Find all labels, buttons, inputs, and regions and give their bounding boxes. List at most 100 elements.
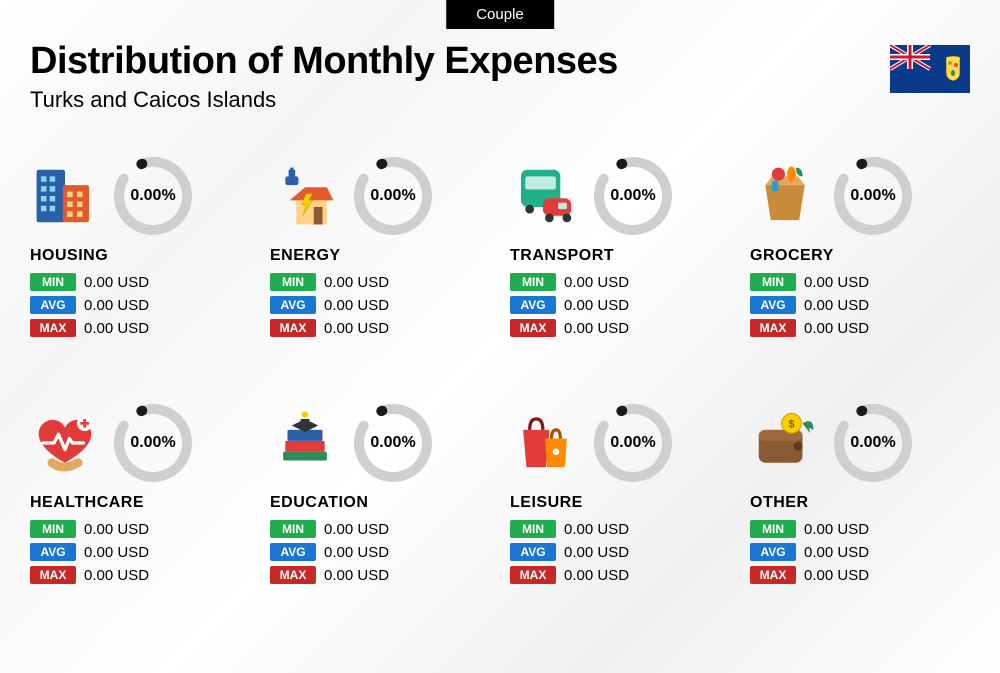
avg-value: 0.00 USD <box>564 297 629 314</box>
category-name: EDUCATION <box>270 494 490 512</box>
avg-value: 0.00 USD <box>84 297 149 314</box>
avg-tag: AVG <box>510 296 556 314</box>
min-tag: MIN <box>750 273 796 291</box>
min-value: 0.00 USD <box>564 274 629 291</box>
donut-percent: 0.00% <box>850 434 895 452</box>
housing-icon <box>30 161 100 231</box>
stat-min: MIN 0.00 USD <box>270 520 490 538</box>
max-value: 0.00 USD <box>564 567 629 584</box>
transport-icon <box>510 161 580 231</box>
donut-chart: 0.00% <box>832 155 914 237</box>
avg-value: 0.00 USD <box>324 544 389 561</box>
min-tag: MIN <box>510 273 556 291</box>
min-value: 0.00 USD <box>324 521 389 538</box>
stat-avg: AVG 0.00 USD <box>510 543 730 561</box>
min-tag: MIN <box>30 520 76 538</box>
energy-icon <box>270 161 340 231</box>
category-name: GROCERY <box>750 247 970 265</box>
stat-min: MIN 0.00 USD <box>30 273 250 291</box>
donut-percent: 0.00% <box>610 187 655 205</box>
avg-tag: AVG <box>30 296 76 314</box>
stat-max: MAX 0.00 USD <box>270 319 490 337</box>
other-icon: $ <box>750 408 820 478</box>
grocery-icon <box>750 161 820 231</box>
donut-chart: 0.00% <box>112 155 194 237</box>
stat-avg: AVG 0.00 USD <box>750 543 970 561</box>
max-tag: MAX <box>270 319 316 337</box>
donut-chart: 0.00% <box>112 402 194 484</box>
category-name: TRANSPORT <box>510 247 730 265</box>
stat-max: MAX 0.00 USD <box>270 566 490 584</box>
stat-avg: AVG 0.00 USD <box>30 296 250 314</box>
category-name: OTHER <box>750 494 970 512</box>
donut-percent: 0.00% <box>610 434 655 452</box>
donut-percent: 0.00% <box>370 434 415 452</box>
stat-min: MIN 0.00 USD <box>30 520 250 538</box>
donut-chart: 0.00% <box>592 155 674 237</box>
expense-card-healthcare: 0.00% HEALTHCARE MIN 0.00 USD AVG 0.00 U… <box>30 402 250 589</box>
stat-min: MIN 0.00 USD <box>270 273 490 291</box>
min-tag: MIN <box>750 520 796 538</box>
max-tag: MAX <box>510 319 556 337</box>
max-tag: MAX <box>270 566 316 584</box>
max-value: 0.00 USD <box>804 567 869 584</box>
healthcare-icon <box>30 408 100 478</box>
category-name: HOUSING <box>30 247 250 265</box>
min-value: 0.00 USD <box>84 521 149 538</box>
donut-percent: 0.00% <box>370 187 415 205</box>
expense-card-energy: 0.00% ENERGY MIN 0.00 USD AVG 0.00 USD M… <box>270 155 490 342</box>
stat-max: MAX 0.00 USD <box>750 566 970 584</box>
flag-turks-caicos <box>890 45 970 93</box>
donut-chart: 0.00% <box>592 402 674 484</box>
leisure-icon <box>510 408 580 478</box>
stat-avg: AVG 0.00 USD <box>270 296 490 314</box>
expense-card-transport: 0.00% TRANSPORT MIN 0.00 USD AVG 0.00 US… <box>510 155 730 342</box>
avg-tag: AVG <box>750 543 796 561</box>
stat-avg: AVG 0.00 USD <box>30 543 250 561</box>
stat-avg: AVG 0.00 USD <box>750 296 970 314</box>
min-tag: MIN <box>510 520 556 538</box>
page-title: Distribution of Monthly Expenses <box>30 40 970 83</box>
avg-tag: AVG <box>750 296 796 314</box>
avg-value: 0.00 USD <box>84 544 149 561</box>
tab-couple[interactable]: Couple <box>446 0 554 29</box>
max-tag: MAX <box>750 566 796 584</box>
category-name: HEALTHCARE <box>30 494 250 512</box>
stat-avg: AVG 0.00 USD <box>270 543 490 561</box>
expense-card-housing: 0.00% HOUSING MIN 0.00 USD AVG 0.00 USD … <box>30 155 250 342</box>
stat-max: MAX 0.00 USD <box>510 319 730 337</box>
donut-percent: 0.00% <box>850 187 895 205</box>
max-value: 0.00 USD <box>324 320 389 337</box>
svg-text:$: $ <box>789 419 795 431</box>
category-name: LEISURE <box>510 494 730 512</box>
expense-card-other: $ 0.00% OTHER MIN 0.00 USD AVG 0.00 USD … <box>750 402 970 589</box>
stat-min: MIN 0.00 USD <box>750 520 970 538</box>
min-value: 0.00 USD <box>804 521 869 538</box>
avg-value: 0.00 USD <box>804 544 869 561</box>
stat-max: MAX 0.00 USD <box>30 566 250 584</box>
stat-max: MAX 0.00 USD <box>750 319 970 337</box>
stat-avg: AVG 0.00 USD <box>510 296 730 314</box>
expense-card-grocery: 0.00% GROCERY MIN 0.00 USD AVG 0.00 USD … <box>750 155 970 342</box>
stat-min: MIN 0.00 USD <box>510 520 730 538</box>
avg-tag: AVG <box>30 543 76 561</box>
stat-max: MAX 0.00 USD <box>510 566 730 584</box>
min-tag: MIN <box>270 520 316 538</box>
stat-max: MAX 0.00 USD <box>30 319 250 337</box>
expense-grid: 0.00% HOUSING MIN 0.00 USD AVG 0.00 USD … <box>30 155 970 589</box>
max-tag: MAX <box>30 319 76 337</box>
max-tag: MAX <box>30 566 76 584</box>
max-tag: MAX <box>750 319 796 337</box>
min-tag: MIN <box>30 273 76 291</box>
max-value: 0.00 USD <box>804 320 869 337</box>
avg-tag: AVG <box>510 543 556 561</box>
category-name: ENERGY <box>270 247 490 265</box>
max-tag: MAX <box>510 566 556 584</box>
max-value: 0.00 USD <box>84 320 149 337</box>
max-value: 0.00 USD <box>84 567 149 584</box>
header: Distribution of Monthly Expenses Turks a… <box>30 40 970 113</box>
avg-value: 0.00 USD <box>324 297 389 314</box>
donut-chart: 0.00% <box>352 155 434 237</box>
min-value: 0.00 USD <box>564 521 629 538</box>
avg-value: 0.00 USD <box>564 544 629 561</box>
